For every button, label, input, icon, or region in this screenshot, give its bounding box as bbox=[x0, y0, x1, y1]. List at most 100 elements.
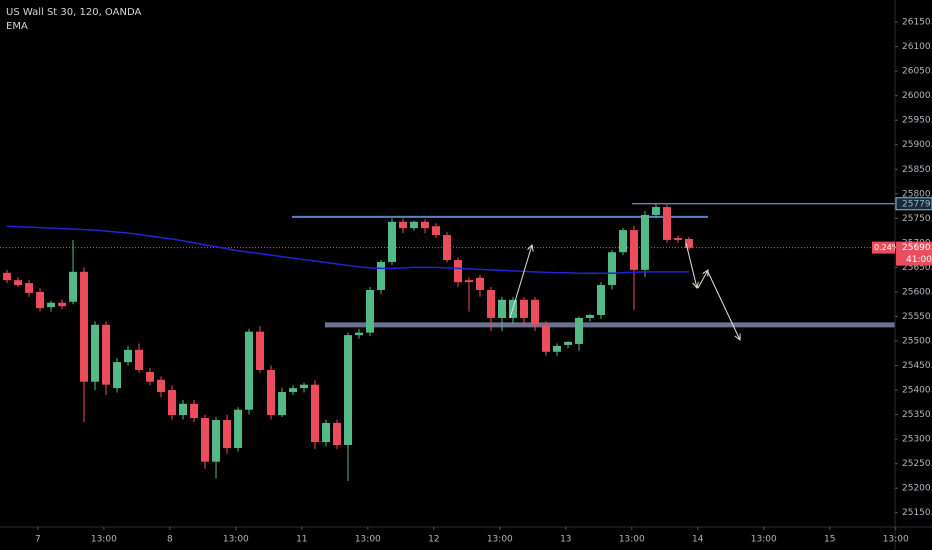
countdown-label: 41:00 bbox=[906, 255, 932, 265]
x-tick-label: 8 bbox=[167, 535, 173, 545]
y-tick-label: 25250.0 bbox=[902, 459, 932, 469]
x-tick-label: 13:00 bbox=[91, 535, 117, 545]
candle-body bbox=[596, 285, 605, 315]
x-tick-label: 12 bbox=[428, 535, 439, 545]
candle-body bbox=[421, 221, 430, 229]
arrow bbox=[707, 271, 740, 340]
candle-body bbox=[432, 226, 441, 236]
candle-body bbox=[662, 207, 671, 240]
change-label: 0.24% bbox=[874, 243, 900, 252]
x-tick-label: 13:00 bbox=[883, 535, 909, 545]
y-tick-label: 25650.0 bbox=[902, 263, 932, 273]
y-tick-label: 25600.0 bbox=[902, 287, 932, 297]
candle-body bbox=[124, 349, 133, 363]
candle-body bbox=[585, 315, 594, 318]
candle-body bbox=[179, 403, 188, 416]
candle-body bbox=[223, 420, 232, 448]
candle-body bbox=[168, 390, 177, 416]
candle-body bbox=[47, 302, 56, 308]
candle-body bbox=[410, 221, 419, 229]
candle-body bbox=[541, 324, 550, 352]
x-tick-label: 13:00 bbox=[355, 535, 381, 545]
marker-price-label: 25779.7 bbox=[902, 199, 932, 209]
y-tick-label: 25800.0 bbox=[902, 189, 932, 199]
candle-body bbox=[651, 207, 660, 215]
candle-body bbox=[574, 317, 583, 344]
candle-body bbox=[673, 237, 682, 240]
candle-body bbox=[366, 289, 375, 333]
candle-body bbox=[388, 221, 397, 263]
y-tick-label: 25200.0 bbox=[902, 484, 932, 494]
y-tick-label: 25950.0 bbox=[902, 116, 932, 126]
candle-body bbox=[113, 362, 122, 389]
y-tick-label: 25350.0 bbox=[902, 410, 932, 420]
candle-body bbox=[36, 291, 45, 309]
x-tick-label: 14 bbox=[692, 535, 704, 545]
candle-body bbox=[465, 280, 474, 283]
y-tick-label: 25900.0 bbox=[902, 140, 932, 150]
y-tick-label: 25500.0 bbox=[902, 337, 932, 347]
candle-body bbox=[476, 277, 485, 290]
arrow bbox=[697, 270, 708, 289]
arrow bbox=[685, 242, 697, 288]
y-tick-label: 25750.0 bbox=[902, 214, 932, 224]
x-tick-label: 7 bbox=[35, 535, 41, 545]
y-tick-label: 26000.0 bbox=[902, 91, 932, 101]
y-tick-label: 26150.0 bbox=[902, 18, 932, 28]
candle-body bbox=[530, 299, 539, 325]
x-tick-label: 11 bbox=[296, 535, 307, 545]
y-tick-label: 26050.0 bbox=[902, 67, 932, 77]
indicator-label: EMA bbox=[6, 21, 28, 32]
candle-body bbox=[618, 230, 627, 253]
candle-body bbox=[58, 302, 67, 307]
change-box bbox=[872, 241, 895, 254]
y-tick-label: 25450.0 bbox=[902, 361, 932, 371]
candle-body bbox=[234, 409, 243, 448]
y-tick-label: 25150.0 bbox=[902, 508, 932, 518]
candle-body bbox=[300, 384, 309, 389]
candle-body bbox=[629, 230, 638, 270]
last-price-label: 25690.3 bbox=[902, 243, 932, 253]
chart-title: US Wall St 30, 120, OANDA bbox=[6, 7, 141, 18]
candle-body bbox=[487, 289, 496, 318]
x-tick-label: 13:00 bbox=[487, 535, 513, 545]
candle-body bbox=[256, 331, 265, 370]
marker-price-box bbox=[895, 197, 932, 211]
candle-body bbox=[135, 349, 144, 370]
candle-body bbox=[69, 271, 78, 302]
candle-body bbox=[454, 260, 463, 283]
candle-body bbox=[640, 214, 649, 270]
y-tick-label: 25400.0 bbox=[902, 386, 932, 396]
candle-body bbox=[278, 392, 287, 416]
candle-body bbox=[91, 324, 100, 382]
candle-body bbox=[157, 379, 166, 393]
last-price-box bbox=[896, 241, 932, 266]
candle-body bbox=[190, 403, 199, 419]
candle-body bbox=[212, 420, 221, 462]
candle-body bbox=[289, 388, 298, 393]
candle-body bbox=[607, 252, 616, 286]
candle-body bbox=[3, 272, 12, 281]
y-tick-label: 25850.0 bbox=[902, 165, 932, 175]
candle-body bbox=[563, 341, 572, 345]
candle-body bbox=[80, 271, 89, 382]
candle-body bbox=[355, 332, 364, 336]
candle-body bbox=[14, 280, 23, 286]
candle-body bbox=[443, 235, 452, 261]
y-tick-label: 25300.0 bbox=[902, 435, 932, 445]
y-tick-label: 25550.0 bbox=[902, 312, 932, 322]
candle-body bbox=[201, 418, 210, 462]
candle-body bbox=[344, 335, 353, 446]
x-tick-label: 13 bbox=[560, 535, 571, 545]
candle-body bbox=[311, 384, 320, 443]
candle-body bbox=[498, 299, 507, 318]
candle-body bbox=[552, 345, 561, 352]
x-tick-label: 15 bbox=[824, 535, 835, 545]
x-tick-label: 13:00 bbox=[619, 535, 645, 545]
y-tick-label: 26100.0 bbox=[902, 42, 932, 52]
candle-body bbox=[25, 283, 34, 293]
candle-body bbox=[399, 221, 408, 229]
candle-body bbox=[102, 324, 111, 385]
candle-body bbox=[267, 369, 276, 416]
